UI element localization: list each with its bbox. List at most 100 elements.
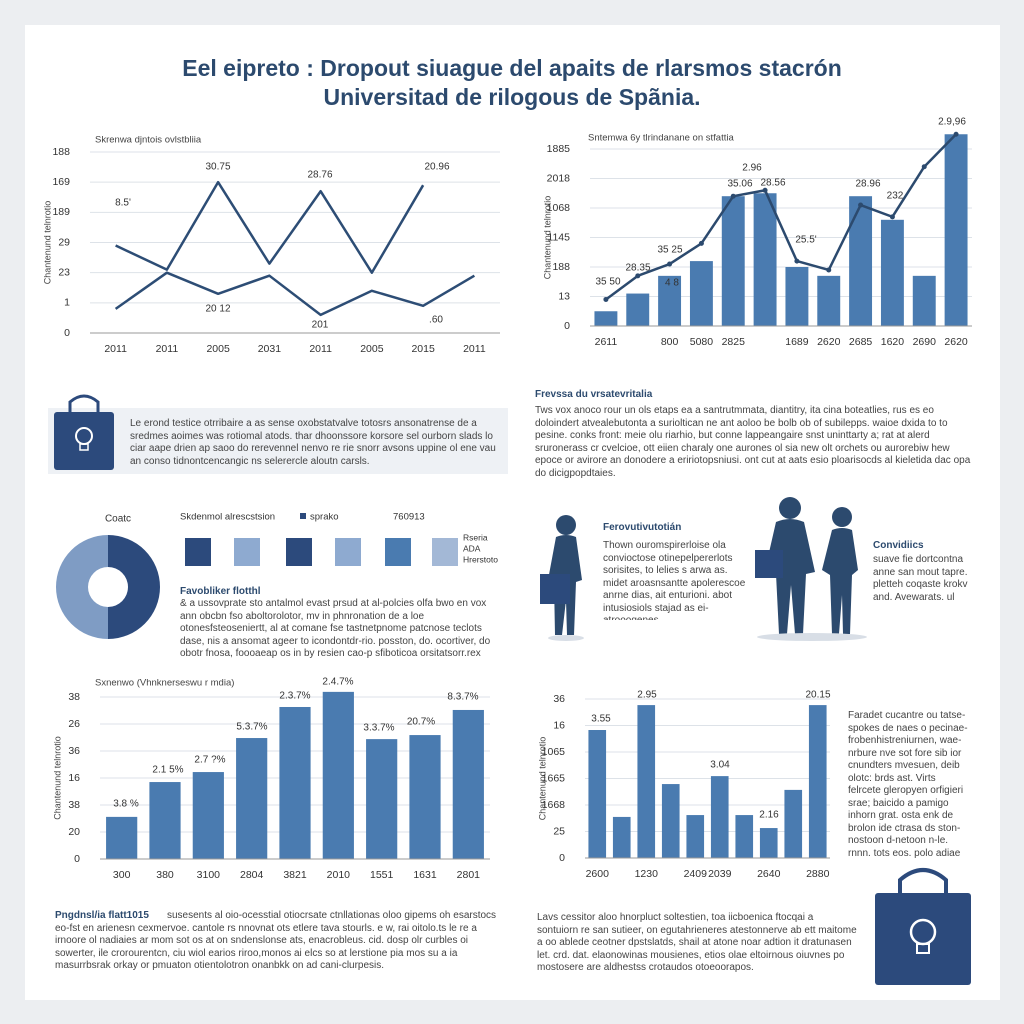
y-tick-label: 188 [52, 146, 70, 158]
line [605, 133, 957, 301]
section-heading: Ferovutivutotián [603, 522, 682, 533]
annotation: 2.96 [742, 163, 762, 174]
line-point [826, 267, 832, 273]
x-tick-label: 2005 [360, 343, 384, 355]
x-tick-label: 1551 [370, 869, 394, 881]
bar [808, 705, 827, 858]
y-tick-label: 0 [64, 327, 70, 339]
annotation: 3.3.7% [363, 723, 394, 734]
bar [817, 275, 841, 326]
annotation: 20.7% [407, 717, 435, 728]
bag-icon [875, 868, 971, 985]
y-tick-label: 189 [52, 206, 70, 218]
x-tick-label: 380 [156, 869, 174, 881]
x-tick-label: 2804 [240, 869, 264, 881]
x-tick-label: 1631 [413, 869, 437, 881]
bar [710, 776, 729, 858]
annotation: 3.04 [710, 760, 730, 771]
annotation: 35 25 [657, 245, 682, 256]
y-tick-label: 20 [68, 826, 80, 838]
section-text: susesents al oio-ocesstial otiocrsate ct… [55, 910, 497, 971]
annotation: 28.96 [855, 179, 880, 190]
y-tick-label: 0 [564, 320, 570, 332]
legend-label: Rseria [463, 532, 488, 542]
y-tick-label: 16 [553, 719, 565, 731]
bar [236, 738, 268, 859]
x-tick-label: 2010 [327, 869, 351, 881]
section-text: Thown ouromspirerloise ola convioctose o… [603, 540, 746, 620]
chart-title: Skrenwa djntois ovlstbliia [95, 135, 202, 146]
legend-title: Skdenmol alrescstsion [180, 512, 275, 523]
annotation: 5.3.7% [236, 722, 267, 733]
annotation: 28.56 [760, 178, 785, 189]
x-tick-label: 1230 [635, 868, 659, 880]
y-tick-label: 23 [58, 266, 70, 278]
line-point [667, 261, 673, 267]
x-tick-label: 2015 [411, 343, 435, 355]
line-point [603, 296, 609, 302]
legend-label: Hrerstoto [463, 554, 498, 564]
y-tick-label: 0 [74, 853, 80, 865]
bar [944, 134, 968, 326]
x-tick-label: 3821 [283, 869, 307, 881]
line-point [762, 187, 768, 193]
x-tick-label: 2825 [722, 336, 746, 348]
legend-swatch [286, 538, 312, 566]
annotation: 2.4.7% [322, 677, 353, 688]
x-tick-label: 1689 [785, 336, 809, 348]
bar [106, 816, 138, 859]
line [115, 180, 425, 274]
x-tick-label: 2620 [817, 336, 841, 348]
bar [689, 261, 713, 326]
y-tick-label: 1665 [542, 772, 566, 784]
x-tick-label: 2031 [258, 343, 282, 355]
line-point [953, 131, 959, 137]
y-tick-label: 29 [58, 236, 70, 248]
section-heading: Convidiics [873, 540, 924, 551]
note-text: Le erond testice otrribaire a as sense o… [130, 418, 496, 467]
bar [735, 815, 754, 858]
y-tick-label: 169 [52, 176, 70, 188]
legend-swatch [385, 538, 411, 566]
annotation: 8.5' [115, 198, 131, 209]
y-tick-label: 1 [64, 297, 70, 309]
legend-swatch [234, 538, 260, 566]
annotation: 2.95 [637, 690, 657, 701]
y-tick-label: 2018 [547, 172, 571, 184]
y-axis-label: Chantenund telnrotio [537, 737, 547, 821]
legend-label: ADA [463, 543, 481, 553]
x-tick-label: 2011 [104, 343, 127, 355]
bar [686, 815, 705, 858]
y-tick-label: 38 [68, 691, 80, 703]
x-tick-label: 2011 [156, 343, 179, 355]
bar [849, 196, 873, 326]
y-tick-label: 38 [68, 799, 80, 811]
pie-segment [56, 535, 108, 639]
annotation: 201 [312, 320, 329, 331]
y-tick-label: 25 [553, 825, 565, 837]
annotation: 4 8 [665, 278, 679, 289]
line-point [794, 258, 800, 264]
subtitle: Universitad de rilogous de Spãnia. [323, 84, 701, 110]
y-tick-label: 1145 [547, 231, 570, 243]
y-tick-label: 36 [553, 693, 565, 705]
bar [322, 691, 354, 859]
annotation: 20.15 [805, 690, 830, 701]
x-tick-label: 2685 [849, 336, 873, 348]
bar [721, 196, 745, 326]
x-tick-label: 2801 [457, 869, 481, 881]
annotation: 3.8 % [113, 799, 139, 810]
side-text: Faradet cucantre ou tatse- spokes de nae… [848, 710, 968, 859]
bar [192, 772, 224, 859]
annotation: 2.1 5% [152, 765, 183, 776]
couple-figure [755, 497, 867, 641]
x-tick-label: 2620 [944, 336, 968, 348]
bar [366, 739, 398, 859]
annotation: 8.3.7% [447, 692, 478, 703]
section-text: suave fie dortcontna anne san mout tapre… [873, 554, 968, 603]
x-tick-label: 2690 [913, 336, 937, 348]
x-tick-label: 3100 [197, 869, 221, 881]
annotation: 25.5' [795, 235, 816, 246]
